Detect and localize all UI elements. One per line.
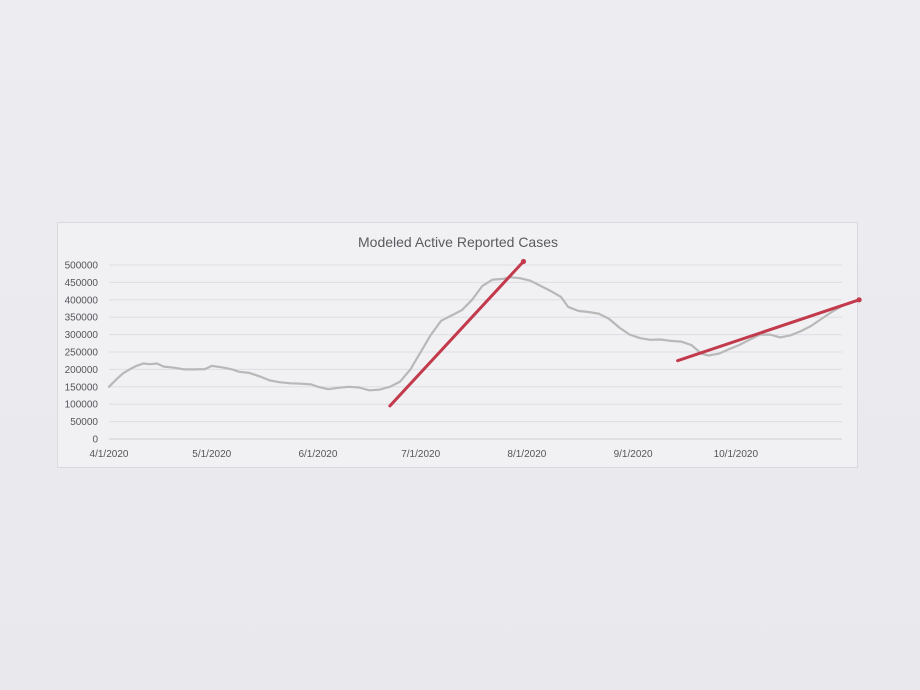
y-tick-label: 250000	[65, 348, 99, 359]
x-axis-ticks: 4/1/2020 5/1/2020 6/1/2020 7/1/2020 8/1/2020…	[90, 449, 759, 460]
series-line	[107, 276, 850, 392]
y-tick-label: 200000	[65, 365, 99, 376]
x-tick-label: 5/1/2020	[192, 449, 231, 460]
x-tick-label: 8/1/2020	[507, 449, 546, 460]
chart-title: Modeled Active Reported Cases	[358, 234, 558, 250]
y-tick-label: 300000	[65, 330, 99, 341]
x-tick-label: 6/1/2020	[298, 449, 337, 460]
y-tick-label: 150000	[65, 382, 99, 393]
y-tick-label: 450000	[65, 278, 99, 289]
y-tick-label: 350000	[65, 313, 99, 324]
gridlines	[109, 264, 842, 440]
x-tick-label: 9/1/2020	[614, 449, 653, 460]
y-tick-label: 50000	[70, 417, 98, 428]
y-axis-ticks: 0 50000 100000 150000 200000 250000 300000 3500…	[65, 261, 99, 446]
y-tick-label: 100000	[65, 400, 99, 411]
x-tick-label: 4/1/2020	[90, 449, 129, 460]
y-tick-label: 0	[92, 435, 98, 446]
x-tick-label: 7/1/2020	[401, 449, 440, 460]
series-layer	[107, 276, 850, 392]
x-tick-label: 10/1/2020	[714, 449, 759, 460]
trend-line-end-dot	[520, 258, 527, 265]
trend-line-end-dot	[856, 297, 862, 303]
trend-line-annotation	[388, 260, 525, 408]
annotation-layer	[388, 258, 862, 408]
y-tick-label: 500000	[65, 261, 99, 272]
trend-line-annotation	[676, 298, 861, 363]
y-tick-label: 400000	[65, 295, 99, 306]
